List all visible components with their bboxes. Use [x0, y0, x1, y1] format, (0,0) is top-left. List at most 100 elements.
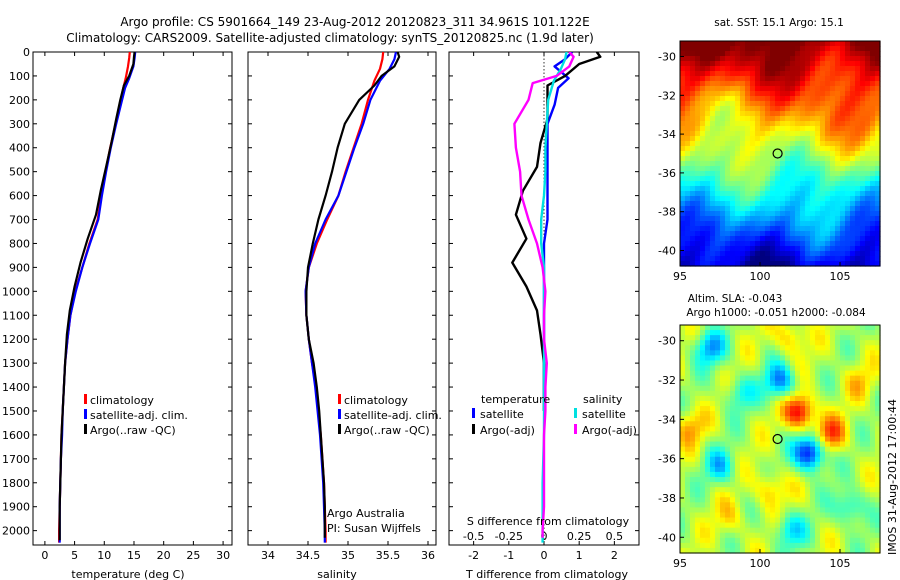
temperature-xlabel: temperature (deg C) — [71, 568, 184, 580]
x-tick-label: 1 — [576, 549, 583, 562]
legend-swatch-t-argo — [472, 424, 475, 434]
legend-swatch-argo — [338, 424, 341, 434]
depth-tick-label: 100 — [9, 70, 30, 83]
legend-swatch-climatology — [338, 394, 341, 404]
depth-tick-label: 200 — [9, 94, 30, 107]
legend-swatch-t-satellite — [472, 408, 475, 418]
depth-tick-label: 1400 — [2, 381, 30, 394]
legend-label-t-satellite: satellite — [480, 408, 524, 421]
map-y-tick-label: -38 — [658, 492, 676, 505]
series-line-climatology — [58, 52, 131, 543]
map-y-tick-label: -36 — [658, 453, 676, 466]
legend-swatch-satellite — [338, 409, 341, 419]
map-x-tick-label: 105 — [830, 270, 851, 283]
x-tick-label: 15 — [127, 549, 141, 562]
argo-position-marker — [772, 433, 783, 445]
legend-label-satellite: satellite-adj. clim. — [90, 409, 188, 422]
temperature-depth-ticks: 0 100 200 300 400 500 600 700 800 900 1000 1100 1200… — [2, 46, 232, 538]
depth-tick-label: 700 — [9, 214, 30, 227]
salinity-panel: 34 34.5 35 35.5 36 salinity climatology sate… — [247, 51, 442, 580]
legend-swatch-s-argo — [574, 424, 577, 434]
map-y-tick-label: -30 — [658, 51, 676, 64]
x-tick-label: 5 — [71, 549, 78, 562]
depth-tick-label: 1900 — [2, 501, 30, 514]
temperature-x-ticks: 0 5 10 15 20 25 30 — [41, 52, 230, 562]
series-line-temperature-argo-adj — [511, 52, 602, 411]
t-difference-axis-label: T difference from climatology — [465, 568, 628, 580]
x-tick-label: 34 — [261, 549, 275, 562]
depth-tick-label: 800 — [9, 237, 30, 250]
depth-tick-label: 900 — [9, 261, 30, 274]
x-tick-label: 20 — [157, 549, 171, 562]
series-line-satellite-adj-clim — [58, 52, 137, 543]
depth-tick-label: 300 — [9, 118, 30, 131]
difference-legend: temperature salinity satellite Argo(-adj… — [472, 393, 637, 437]
salinity-x-ticks: 34 34.5 35 35.5 36 — [261, 52, 435, 562]
legend-label-t-argo: Argo(-adj) — [480, 424, 535, 437]
salinity-legend: climatology satellite-adj. clim. Argo(..… — [338, 394, 442, 437]
figure-title-line2: Climatology: CARS2009. Satellite-adjuste… — [66, 31, 594, 45]
depth-tick-label: 1600 — [2, 429, 30, 442]
x-tick-label: 36 — [421, 549, 435, 562]
sst-map-title: sat. SST: 15.1 Argo: 15.1 — [714, 17, 844, 29]
depth-tick-label: 1100 — [2, 309, 30, 322]
sst-map: sat. SST: 15.1 Argo: 15.1 95 100 105 -30 -32… — [658, 17, 881, 283]
map-x-tick-label: 100 — [750, 270, 771, 283]
map-y-tick-label: -30 — [658, 335, 676, 348]
salinity-xlabel: salinity — [317, 568, 357, 580]
map-x-tick-label: 95 — [673, 557, 687, 570]
salinity-lines — [304, 52, 401, 543]
legend-label-climatology: climatology — [90, 394, 154, 407]
map-y-tick-label: -38 — [658, 206, 676, 219]
x-tick-label: 0 — [541, 530, 548, 543]
difference-depth-ticks — [449, 51, 639, 532]
map-y-tick-label: -34 — [658, 128, 676, 141]
pi-note: PI: Susan Wijffels — [327, 522, 421, 535]
sst-map-ticks: 95 100 105 -30 -32 -34 -36 -38 -40 — [658, 51, 850, 283]
legend-label-argo: Argo(..raw -QC) — [90, 424, 176, 437]
legend-label-s-argo: Argo(-adj) — [582, 424, 637, 437]
depth-tick-label: 400 — [9, 142, 30, 155]
difference-lines — [511, 52, 602, 543]
temperature-legend: climatology satellite-adj. clim. Argo(..… — [84, 394, 188, 437]
difference-x-ticks: -2 -1 0 1 2 -0.5 -0.25 0 0.25 0.5 — [463, 52, 623, 562]
map-x-tick-label: 105 — [830, 557, 851, 570]
depth-tick-label: 600 — [9, 190, 30, 203]
x-tick-label: 0 — [41, 549, 48, 562]
s-difference-axis-label: S difference from climatology — [467, 515, 630, 528]
temperature-plot-frame — [32, 51, 233, 546]
sst-map-frame — [679, 40, 881, 267]
depth-tick-label: 2000 — [2, 525, 30, 538]
salinity-plot-frame — [247, 51, 437, 546]
sla-map-title-line2: Argo h1000: -0.051 h2000: -0.084 — [686, 307, 866, 319]
depth-tick-label: 1800 — [2, 477, 30, 490]
argo-position-marker — [772, 148, 783, 159]
x-tick-label: 34.5 — [296, 549, 321, 562]
x-tick-label: 0.25 — [567, 530, 592, 543]
figure-title-line1: Argo profile: CS 5901664_149 23-Aug-2012… — [120, 15, 589, 29]
legend-swatch-satellite — [84, 409, 87, 419]
depth-tick-label: 1500 — [2, 405, 30, 418]
series-line-salinity-argo-adj — [513, 52, 575, 538]
depth-tick-label: 1300 — [2, 357, 30, 370]
map-y-tick-label: -36 — [658, 167, 676, 180]
legend-title-salinity: salinity — [583, 393, 623, 406]
x-tick-label: 30 — [216, 549, 230, 562]
sla-map-title-line1: Altim. SLA: -0.043 — [688, 293, 783, 305]
series-line-satellite-adj-clim — [304, 52, 398, 543]
argo-australia-note: Argo Australia — [327, 507, 405, 520]
temperature-panel: 0100200300400500600700800900100011001200… — [2, 46, 233, 580]
x-tick-label: -2 — [468, 549, 479, 562]
map-y-tick-label: -34 — [658, 413, 676, 426]
sla-map-ticks: 95 100 105 -30 -32 -34 -36 -38 -40 — [658, 335, 850, 570]
map-y-tick-label: -32 — [658, 374, 676, 387]
sla-map-field — [680, 325, 881, 554]
sla-map: Altim. SLA: -0.043 Argo h1000: -0.051 h2… — [658, 293, 881, 570]
series-line-argo-raw-qc — [305, 52, 401, 538]
depth-tick-label: 500 — [9, 166, 30, 179]
x-tick-label: -1 — [503, 549, 514, 562]
legend-label-s-satellite: satellite — [582, 408, 626, 421]
legend-label-argo: Argo(..raw -QC) — [344, 424, 430, 437]
map-y-tick-label: -40 — [658, 531, 676, 544]
sst-map-field — [680, 41, 881, 267]
